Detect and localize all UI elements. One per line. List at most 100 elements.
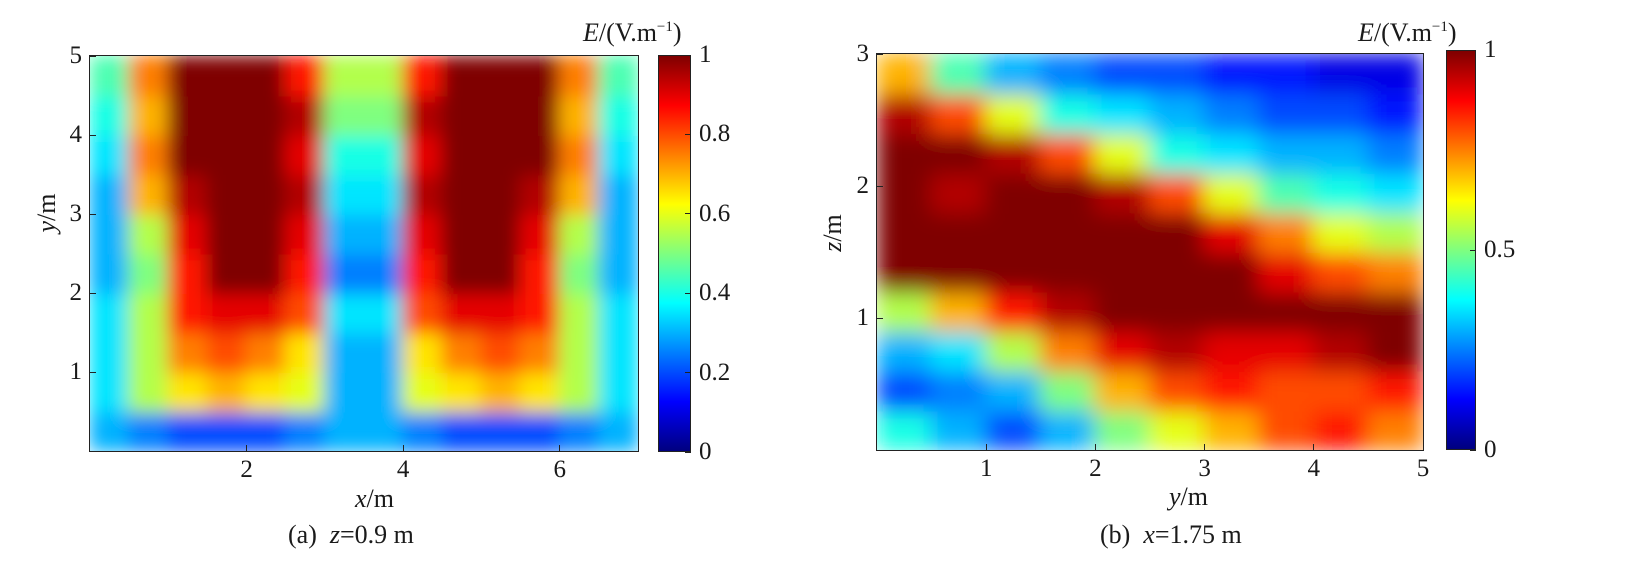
- heatmap-cell: [167, 56, 209, 97]
- heatmap-cell: [1039, 132, 1097, 174]
- heatmap-cell: [363, 94, 405, 136]
- colorbar-tick-label: 1: [1484, 36, 1497, 63]
- colorbar-title-a: E/(V.m−1): [583, 14, 682, 46]
- heatmap-cell: [1312, 211, 1370, 253]
- x-tick-mark: [246, 445, 248, 451]
- heatmap-cell: [558, 94, 600, 136]
- colorbar-tick-label: 1: [699, 41, 712, 68]
- heatmap-cell: [519, 56, 561, 97]
- heatmap-cell: [206, 252, 248, 294]
- heatmap-cell: [930, 290, 988, 333]
- heatmap-cell: [402, 213, 444, 255]
- heatmap-cell: [167, 410, 209, 451]
- heatmap-cell: [1367, 290, 1423, 333]
- colorbar-var-a: E: [583, 18, 599, 47]
- heatmap-cell: [1094, 211, 1151, 253]
- heatmap-cell: [1312, 132, 1370, 174]
- x-tick-label: 6: [553, 456, 566, 483]
- heatmap-cell: [985, 330, 1042, 372]
- colorbar-tick-label: 0.6: [699, 199, 731, 227]
- heatmap-cell: [245, 56, 287, 97]
- heatmap-cell: [323, 94, 365, 136]
- y-tick-mark: [90, 213, 96, 215]
- y-tick-mark: [90, 134, 96, 136]
- heatmap-cell: [1039, 54, 1097, 95]
- heatmap-cell: [1149, 54, 1206, 95]
- heatmap-cell: [1149, 409, 1206, 450]
- heatmap-cell: [245, 213, 287, 255]
- x-tick-mark: [559, 445, 561, 451]
- heatmap-cell: [1312, 54, 1370, 95]
- heatmap-cell: [1203, 132, 1261, 174]
- heatmap-cell: [284, 410, 326, 451]
- heatmap-cell: [167, 134, 209, 176]
- colorbar-tick-label: 0.5: [1484, 236, 1516, 263]
- heatmap-cell: [1039, 211, 1097, 253]
- heatmap-cell: [597, 134, 638, 176]
- heatmap-cell: [597, 252, 638, 294]
- heatmap-cell: [206, 56, 248, 97]
- x-tick-label: 5: [1416, 455, 1430, 482]
- caption-var-b: x: [1143, 520, 1155, 549]
- y-axis-label-b: z/m: [818, 208, 847, 258]
- y-tick-label: 1: [856, 304, 870, 331]
- panel-a: 1 2 3 4 5 2 4 6 y/m x/m 0 0.2 0.4 0.6 0.8 1 E/(V.m−…: [0, 0, 800, 586]
- heatmap-cell: [323, 331, 365, 373]
- heatmap-cell: [597, 331, 638, 373]
- heatmap-cell: [1149, 251, 1206, 293]
- heatmap-cell: [284, 94, 326, 136]
- heatmap-cell: [1039, 92, 1097, 135]
- heatmap-cell: [245, 94, 287, 136]
- y-tick-mark: [90, 371, 96, 373]
- x-tick-label: 4: [1307, 455, 1321, 482]
- heatmap-cell: [930, 330, 988, 372]
- heatmap-cell: [877, 132, 933, 174]
- y-tick-mark: [877, 317, 883, 319]
- heatmap-cell: [245, 371, 287, 413]
- heatmap-cell: [206, 134, 248, 176]
- colorbar-unit-close-b: ): [1447, 18, 1457, 47]
- x-tick-mark: [1422, 444, 1424, 450]
- y-tick-label: 1: [69, 358, 83, 385]
- heatmap-cell: [930, 92, 988, 135]
- heatmap-cell: [284, 252, 326, 294]
- heatmap-cell: [1367, 54, 1423, 95]
- heatmap-cell: [597, 56, 638, 97]
- colorbar-unit-b: /(V.m: [1373, 18, 1432, 47]
- heatmap-cell: [402, 94, 444, 136]
- heatmap-cell: [323, 410, 365, 451]
- heatmap-cell: [167, 331, 209, 373]
- heatmap-cell: [1094, 330, 1151, 372]
- heatmap-cell: [323, 292, 365, 334]
- heatmap-cell: [519, 292, 561, 334]
- heatmap-cell: [90, 410, 131, 451]
- heatmap-cell: [1312, 369, 1370, 412]
- heatmap-cell: [1258, 171, 1315, 214]
- heatmap-cell: [90, 94, 131, 136]
- heatmap-cell: [402, 252, 444, 294]
- heatmap-cell: [1203, 409, 1261, 450]
- heatmap-cell: [1258, 92, 1315, 135]
- heatmap-cell: [985, 211, 1042, 253]
- heatmap-cell: [1039, 369, 1097, 412]
- heatmap-cell: [206, 213, 248, 255]
- heatmap-cell: [323, 371, 365, 413]
- x-tick-mark: [985, 444, 987, 450]
- heatmap-cell: [284, 213, 326, 255]
- heatmap-cell: [1258, 290, 1315, 333]
- heatmap-cell: [128, 252, 170, 294]
- heatmap-cell: [1039, 251, 1097, 293]
- heatmap-cell: [1312, 409, 1370, 450]
- heatmap-cell: [1149, 211, 1206, 253]
- heatmap-cell: [323, 134, 365, 176]
- x-tick-mark: [402, 445, 404, 451]
- colorbar-tick-label: 0: [1484, 436, 1497, 463]
- heatmap-cell: [1367, 409, 1423, 450]
- heatmap-cell: [1039, 171, 1097, 214]
- colorbar-var-b: E: [1358, 18, 1374, 47]
- x-tick-label: 1: [979, 455, 993, 482]
- heatmap-cell: [245, 331, 287, 373]
- heatmap-cell: [480, 213, 522, 255]
- heatmap-svg-b: [877, 54, 1423, 450]
- heatmap-cell: [519, 331, 561, 373]
